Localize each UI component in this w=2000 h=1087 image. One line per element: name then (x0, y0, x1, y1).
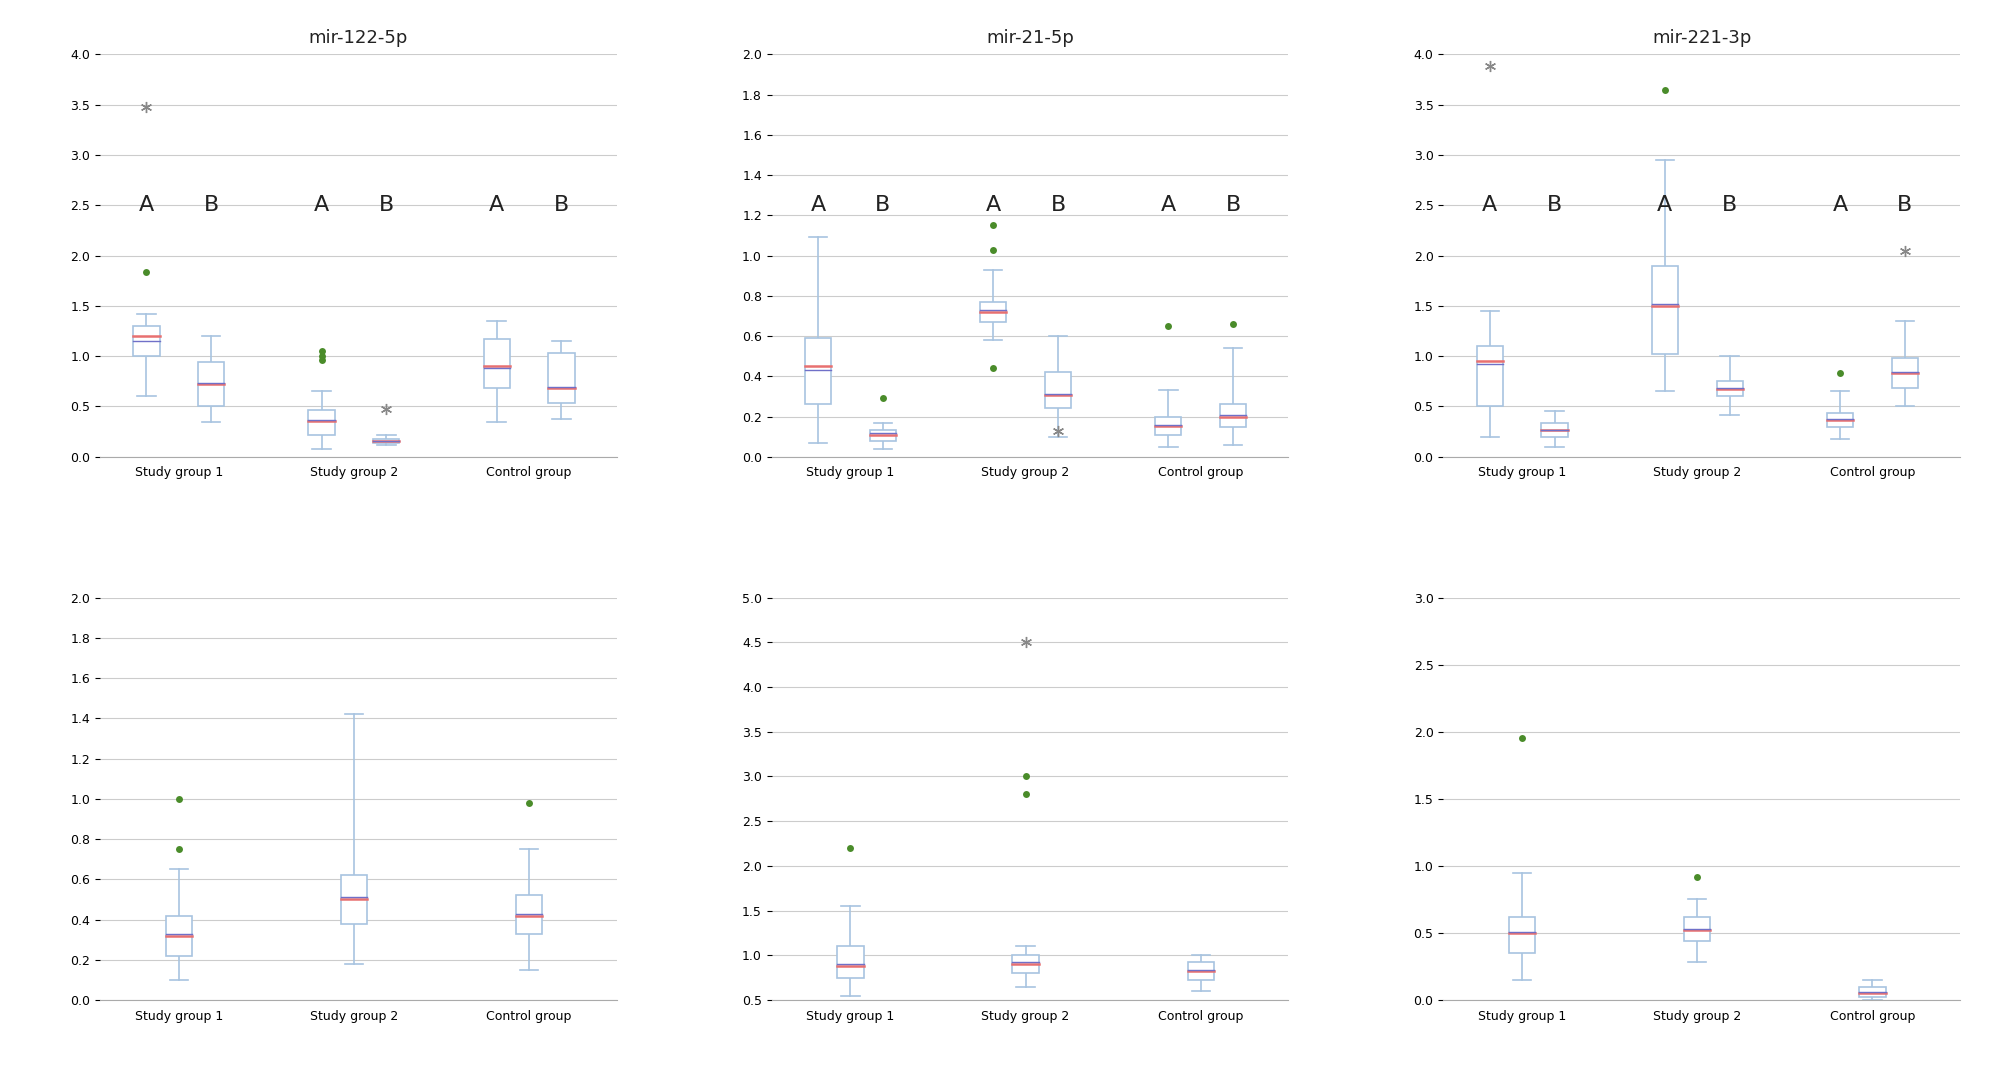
Text: A: A (1482, 196, 1498, 215)
Bar (1542, 423, 1568, 437)
Text: A: A (1832, 196, 1848, 215)
Bar (1188, 962, 1214, 980)
Title: mir-21-5p: mir-21-5p (986, 29, 1074, 47)
Bar (1012, 955, 1038, 973)
Bar (548, 353, 574, 403)
Text: B: B (204, 196, 218, 215)
Text: B: B (1898, 196, 1912, 215)
Bar (198, 362, 224, 407)
Bar (1652, 265, 1678, 354)
Text: B: B (554, 196, 570, 215)
Text: B: B (1546, 196, 1562, 215)
Bar (838, 947, 864, 977)
Bar (1510, 916, 1536, 953)
Bar (166, 915, 192, 955)
Text: A: A (138, 196, 154, 215)
Bar (340, 875, 368, 924)
Bar (804, 338, 832, 404)
Bar (1156, 416, 1182, 435)
Text: A: A (810, 196, 826, 215)
Text: A: A (490, 196, 504, 215)
Text: B: B (378, 196, 394, 215)
Bar (1220, 404, 1246, 426)
Bar (1044, 372, 1072, 409)
Bar (134, 326, 160, 357)
Title: mir-122-5p: mir-122-5p (308, 29, 408, 47)
Bar (1826, 412, 1854, 426)
Bar (1892, 359, 1918, 388)
Bar (1860, 987, 1886, 998)
Text: A: A (1160, 196, 1176, 215)
Text: B: B (1722, 196, 1738, 215)
Bar (308, 411, 334, 435)
Bar (870, 429, 896, 440)
Text: A: A (314, 196, 330, 215)
Bar (516, 896, 542, 934)
Text: B: B (1226, 196, 1240, 215)
Bar (374, 439, 400, 443)
Title: mir-221-3p: mir-221-3p (1652, 29, 1752, 47)
Bar (1716, 382, 1742, 397)
Bar (1476, 346, 1502, 407)
Text: B: B (876, 196, 890, 215)
Text: B: B (1050, 196, 1066, 215)
Bar (484, 339, 510, 388)
Text: A: A (1658, 196, 1672, 215)
Text: A: A (986, 196, 1000, 215)
Bar (980, 302, 1006, 322)
Bar (1684, 916, 1710, 941)
